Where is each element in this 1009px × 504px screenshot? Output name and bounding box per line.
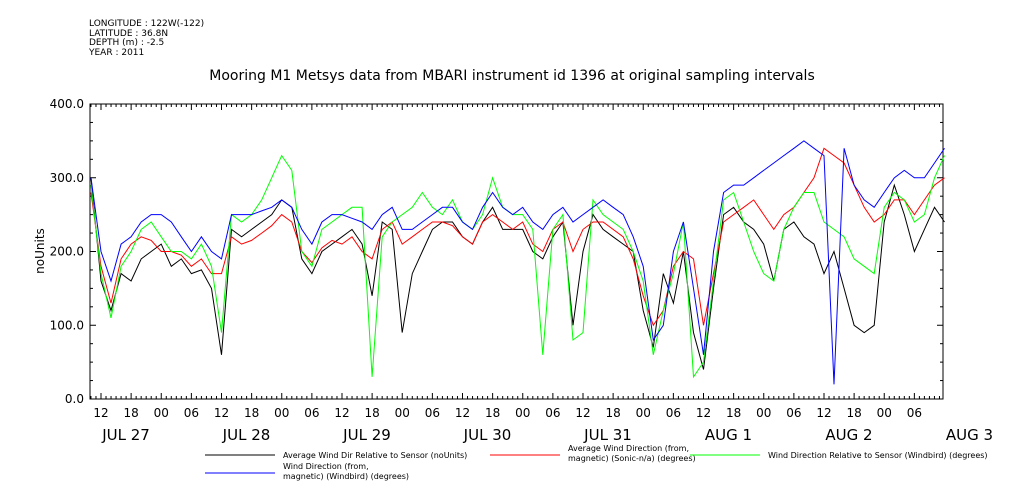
series-line-2 bbox=[90, 154, 945, 379]
x-tick-label: 18 bbox=[846, 406, 861, 420]
date-labels: JUL 27 JUL 28 JUL 29 JUL 30 JUL 31 AUG 1 AUG 2… bbox=[101, 426, 993, 444]
latitude-line: LATITUDE : 36.8N bbox=[89, 28, 169, 39]
metadata-block: LONGITUDE : 122W(-122) LATITUDE : 36.8N … bbox=[89, 19, 205, 58]
y-axis-label: noUnits bbox=[33, 228, 47, 274]
x-tick-label: 12 bbox=[816, 406, 831, 420]
x-tick-label: 00 bbox=[274, 406, 289, 420]
date-label: JUL 28 bbox=[222, 426, 271, 444]
year-line: YEAR : 2011 bbox=[89, 47, 145, 58]
x-tick-label: 12 bbox=[575, 406, 590, 420]
plot-frame bbox=[89, 103, 944, 400]
chart-title: Mooring M1 Metsys data from MBARI instru… bbox=[209, 68, 815, 84]
x-tick-label: 00 bbox=[877, 406, 892, 420]
date-label: JUL 31 bbox=[583, 426, 632, 444]
x-tick-label: 00 bbox=[515, 406, 530, 420]
x-tick-label: 00 bbox=[636, 406, 651, 420]
x-tick-label: 18 bbox=[605, 406, 620, 420]
x-tick-label: 00 bbox=[756, 406, 771, 420]
y-tick-label: 100.0 bbox=[50, 318, 84, 332]
y-tick-label: 400.0 bbox=[50, 97, 84, 111]
series-line-3 bbox=[90, 140, 945, 385]
x-tick-label: 18 bbox=[726, 406, 741, 420]
axis-ticks bbox=[90, 103, 943, 400]
x-tick-label: 06 bbox=[425, 406, 440, 420]
x-tick-label: 12 bbox=[214, 406, 229, 420]
series-line-0 bbox=[90, 177, 945, 370]
y-tick-labels: 0.0 100.0 200.0 300.0 400.0 bbox=[50, 97, 84, 406]
x-tick-label: 06 bbox=[184, 406, 199, 420]
x-tick-label: 12 bbox=[455, 406, 470, 420]
x-tick-labels: 12 18 00 06 12 18 00 06 12 18 00 06 12 18 00 06 12 18 00 06… bbox=[93, 406, 922, 420]
y-tick-label: 300.0 bbox=[50, 171, 84, 185]
legend: Average Wind Dir Relative to Sensor (noU… bbox=[205, 444, 988, 481]
x-tick-label: 18 bbox=[244, 406, 259, 420]
longitude-line: LONGITUDE : 122W(-122) bbox=[89, 19, 205, 29]
date-label: JUL 29 bbox=[342, 426, 391, 444]
y-tick-label: 200.0 bbox=[50, 245, 84, 259]
legend-label-3: magnetic) (Windbird) (degrees) bbox=[283, 472, 409, 481]
legend-label-1: magnetic) (Sonic-n/a) (degrees) bbox=[568, 454, 696, 463]
x-tick-label: 18 bbox=[123, 406, 138, 420]
date-label: AUG 2 bbox=[825, 426, 872, 444]
depth-line: DEPTH (m) : -2.5 bbox=[89, 38, 165, 48]
date-label: JUL 27 bbox=[101, 426, 150, 444]
x-tick-label: 00 bbox=[395, 406, 410, 420]
x-tick-label: 12 bbox=[93, 406, 108, 420]
x-tick-label: 06 bbox=[304, 406, 319, 420]
x-tick-label: 06 bbox=[786, 406, 801, 420]
x-tick-label: 18 bbox=[485, 406, 500, 420]
date-label: JUL 30 bbox=[463, 426, 512, 444]
x-tick-label: 06 bbox=[666, 406, 681, 420]
x-tick-label: 06 bbox=[907, 406, 922, 420]
series-line-1 bbox=[90, 147, 945, 327]
legend-label-3: Wind Direction (from, bbox=[283, 462, 369, 471]
date-label: AUG 1 bbox=[705, 426, 752, 444]
x-tick-label: 12 bbox=[696, 406, 711, 420]
legend-label-1: Average Wind Direction (from, bbox=[568, 444, 689, 453]
x-tick-label: 12 bbox=[334, 406, 349, 420]
legend-label-2: Wind Direction Relative to Sensor (Windb… bbox=[768, 451, 988, 460]
x-tick-label: 00 bbox=[154, 406, 169, 420]
y-tick-label: 0.0 bbox=[65, 392, 84, 406]
series-lines bbox=[90, 140, 945, 385]
legend-label-0: Average Wind Dir Relative to Sensor (noU… bbox=[283, 451, 467, 460]
x-tick-label: 18 bbox=[364, 406, 379, 420]
date-label: AUG 3 bbox=[946, 426, 993, 444]
x-tick-label: 06 bbox=[545, 406, 560, 420]
